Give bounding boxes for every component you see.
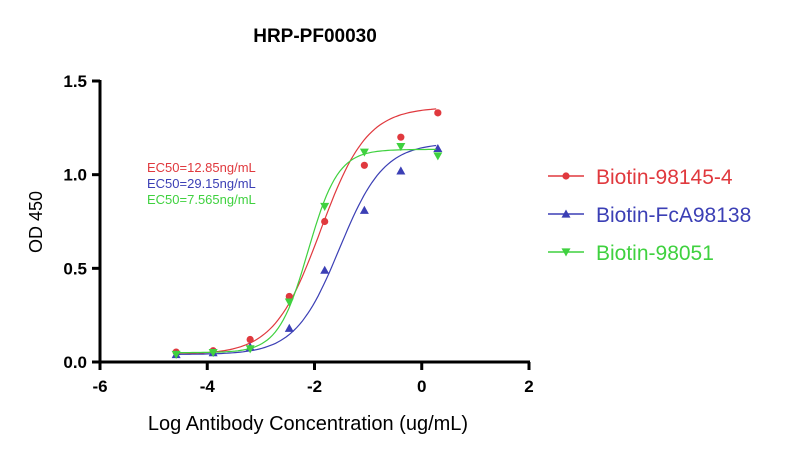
data-point-series-1: [397, 133, 405, 141]
x-tick-label: -2: [307, 377, 322, 396]
data-point-series-1: [321, 217, 329, 226]
legend-marker: [562, 172, 570, 180]
data-point-series-1: [246, 335, 254, 344]
data-point-series-2: [359, 205, 369, 214]
data-point-series-1: [434, 109, 442, 117]
ec50-annotation: EC50=7.565ng/mL: [147, 192, 256, 207]
chart-title: HRP-PF00030: [253, 26, 377, 47]
data-point-series-1: [360, 161, 368, 169]
x-tick-label: 2: [524, 377, 533, 396]
data-point-series-3: [320, 202, 330, 212]
data-point-series-3: [359, 148, 369, 157]
data-point-series-3: [433, 152, 443, 161]
data-point-series-2: [320, 265, 330, 274]
data-point-series-2: [396, 166, 406, 175]
data-point-series-1: [285, 292, 293, 301]
legend-marker: [561, 248, 571, 257]
data-point-series-3: [396, 142, 406, 152]
x-axis-label: Log Antibody Concentration (ug/mL): [148, 413, 468, 435]
legend-marker: [561, 209, 571, 218]
y-tick-label: 1.0: [63, 166, 87, 185]
legend-label: Biotin-98051: [596, 242, 714, 265]
y-tick-label: 0.0: [63, 353, 87, 372]
data-point-series-3: [284, 298, 294, 307]
legend-label: Biotin-FcA98138: [596, 204, 751, 227]
y-axis-label: OD 450: [26, 191, 46, 253]
legend-label: Biotin-98145-4: [596, 166, 733, 189]
y-tick-label: 0.5: [63, 259, 87, 278]
x-tick-label: 0: [417, 377, 426, 396]
x-tick-label: -6: [92, 377, 107, 396]
fit-curve-1: [176, 108, 437, 355]
data-point-series-2: [284, 323, 294, 332]
ec50-annotation: EC50=12.85ng/mL: [147, 160, 256, 175]
y-tick-label: 1.5: [63, 72, 87, 91]
data-point-series-2: [433, 143, 443, 153]
ec50-annotation: EC50=29.15ng/mL: [147, 176, 256, 191]
data-point-series-3: [245, 345, 255, 354]
fit-curve-3: [176, 148, 437, 354]
fit-curve-2: [176, 144, 437, 355]
data-point-series-3: [171, 350, 181, 360]
x-tick-label: -4: [200, 377, 216, 396]
data-point-series-3: [208, 349, 218, 358]
